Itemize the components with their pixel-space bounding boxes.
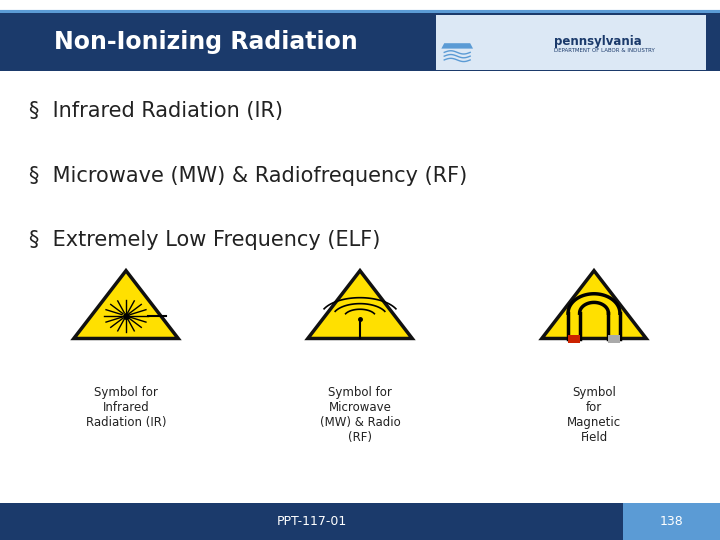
Text: Symbol
for
Magnetic
Field: Symbol for Magnetic Field bbox=[567, 386, 621, 444]
Text: §  Microwave (MW) & Radiofrequency (RF): § Microwave (MW) & Radiofrequency (RF) bbox=[29, 165, 467, 186]
Text: Non-Ionizing Radiation: Non-Ionizing Radiation bbox=[54, 30, 358, 54]
FancyBboxPatch shape bbox=[623, 503, 720, 540]
Text: Symbol for
Infrared
Radiation (IR): Symbol for Infrared Radiation (IR) bbox=[86, 386, 166, 429]
Text: DEPARTMENT OF LABOR & INDUSTRY: DEPARTMENT OF LABOR & INDUSTRY bbox=[554, 48, 655, 53]
FancyBboxPatch shape bbox=[0, 503, 623, 540]
FancyBboxPatch shape bbox=[568, 335, 580, 343]
FancyBboxPatch shape bbox=[436, 15, 706, 70]
Text: §  Extremely Low Frequency (ELF): § Extremely Low Frequency (ELF) bbox=[29, 230, 380, 251]
Text: 138: 138 bbox=[660, 515, 683, 528]
Text: §  Infrared Radiation (IR): § Infrared Radiation (IR) bbox=[29, 100, 283, 121]
Polygon shape bbox=[541, 271, 647, 339]
Text: Symbol for
Microwave
(MW) & Radio
(RF): Symbol for Microwave (MW) & Radio (RF) bbox=[320, 386, 400, 444]
Polygon shape bbox=[441, 43, 473, 49]
Polygon shape bbox=[308, 271, 412, 339]
FancyBboxPatch shape bbox=[0, 13, 720, 71]
Text: pennsylvania: pennsylvania bbox=[554, 35, 642, 48]
Polygon shape bbox=[73, 271, 179, 339]
FancyBboxPatch shape bbox=[608, 335, 620, 343]
Text: PPT-117-01: PPT-117-01 bbox=[276, 515, 346, 528]
